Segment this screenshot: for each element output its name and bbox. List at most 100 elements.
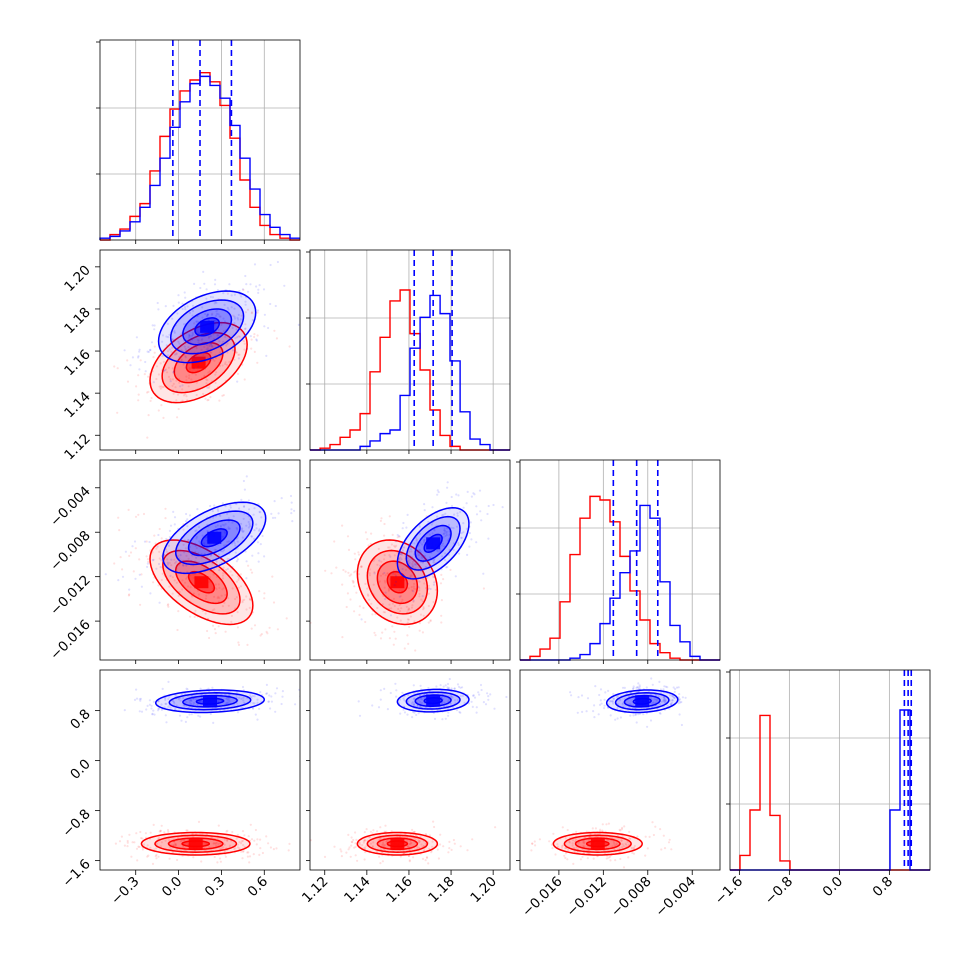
blue-point <box>228 283 231 286</box>
red-point <box>168 561 171 565</box>
blue-point <box>405 526 408 529</box>
blue-point <box>224 335 227 338</box>
red-point <box>592 857 595 860</box>
blue-point <box>212 516 215 519</box>
blue-point <box>456 683 460 686</box>
red-point <box>391 625 394 628</box>
blue-point <box>208 345 211 348</box>
red-point <box>381 860 384 863</box>
blue-point <box>227 517 230 520</box>
red-point <box>285 617 288 620</box>
red-point <box>354 854 357 857</box>
red-point <box>620 828 624 831</box>
blue-point <box>267 326 270 330</box>
blue-point <box>194 542 197 545</box>
blue-point <box>256 541 260 544</box>
blue-point <box>674 687 677 691</box>
blue-point <box>423 503 426 506</box>
red-point <box>409 839 412 843</box>
blue-point <box>211 296 215 299</box>
blue-point <box>673 696 676 699</box>
red-point <box>646 847 649 850</box>
red-point <box>604 842 607 845</box>
red-point <box>146 844 149 847</box>
blue-point <box>140 710 144 713</box>
blue-point <box>149 592 152 595</box>
red-point <box>236 833 239 837</box>
blue-point <box>192 697 195 700</box>
blue-point <box>475 541 478 544</box>
blue-point <box>215 301 218 304</box>
red-point <box>571 844 574 847</box>
blue-point <box>270 695 273 698</box>
red-point <box>416 846 419 849</box>
red-point <box>345 851 348 854</box>
red-point <box>153 848 156 851</box>
red-point <box>256 838 259 841</box>
blue-point <box>177 294 180 297</box>
red-point <box>250 627 253 630</box>
blue-point <box>203 282 206 285</box>
blue-point <box>664 685 668 688</box>
blue-point <box>664 699 667 702</box>
blue-point <box>414 563 418 566</box>
blue-point <box>450 687 453 690</box>
blue-point <box>164 697 167 700</box>
red-point <box>250 312 253 315</box>
red-point <box>220 594 223 597</box>
red-point <box>428 847 431 851</box>
red-point <box>212 842 215 845</box>
red-point <box>129 551 133 554</box>
blue-point <box>400 558 403 561</box>
blue-point <box>210 345 213 348</box>
red-point <box>221 574 224 577</box>
red-point <box>571 839 575 842</box>
red-point <box>352 581 355 584</box>
red-point <box>168 585 171 588</box>
blue-point <box>209 343 213 346</box>
red-point <box>644 854 647 857</box>
blue-point <box>440 702 444 705</box>
red-point <box>174 386 177 389</box>
blue-point <box>462 506 465 509</box>
red-point <box>228 360 231 364</box>
red-point <box>237 643 241 647</box>
blue-point <box>210 344 213 347</box>
red-point <box>571 842 574 845</box>
blue-point <box>410 702 414 705</box>
red-point <box>206 629 209 633</box>
red-point <box>345 605 348 609</box>
red-point <box>160 537 163 540</box>
blue-point <box>228 693 231 696</box>
red-point <box>401 598 404 602</box>
blue-point <box>594 685 597 688</box>
blue-point <box>227 701 230 704</box>
red-point <box>226 292 229 295</box>
blue-point <box>160 708 163 712</box>
red-point <box>382 845 385 848</box>
red-point <box>160 559 163 562</box>
red-point <box>258 590 261 593</box>
blue-point <box>447 714 450 717</box>
blue-point <box>445 532 448 535</box>
red-point <box>357 553 361 556</box>
blue-point <box>211 510 214 513</box>
red-point <box>583 841 586 844</box>
blue-point <box>454 575 457 578</box>
blue-point <box>663 698 666 701</box>
red-point <box>411 828 414 832</box>
red-point <box>550 843 554 846</box>
red-point <box>247 564 250 567</box>
red-point <box>171 576 174 579</box>
red-point <box>200 860 203 863</box>
red-point <box>194 573 197 576</box>
red-point <box>358 605 361 608</box>
blue-point <box>228 527 231 530</box>
red-point <box>243 348 246 351</box>
blue-point <box>386 708 389 711</box>
blue-point <box>156 545 159 548</box>
red-point <box>144 832 147 835</box>
blue-point <box>413 711 416 714</box>
blue-point <box>662 699 665 702</box>
red-point <box>227 604 230 607</box>
